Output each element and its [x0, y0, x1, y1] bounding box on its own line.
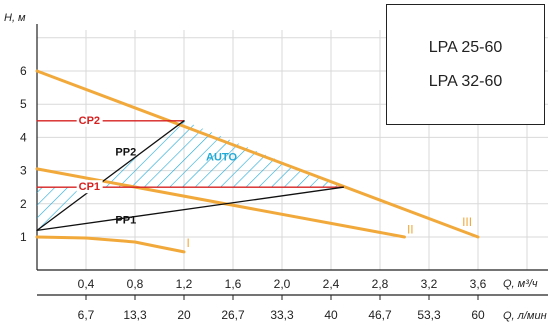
x-tick-label-secondary: 46,7: [368, 308, 392, 322]
y-axis-title: H, м: [4, 12, 26, 24]
series-label-pp2: PP2: [115, 146, 136, 158]
model-legend-box: LPA 25-60 LPA 32-60: [386, 4, 545, 125]
y-tick-label: 4: [20, 130, 27, 144]
x-tick-label: 2,4: [323, 277, 340, 291]
y-tick-label: 2: [20, 197, 27, 211]
series-line-i: [35, 235, 186, 254]
x-tick-label: 0,4: [78, 277, 95, 291]
x-tick-label-secondary: 33,3: [270, 308, 294, 322]
legend-model-1: LPA 25-60: [428, 38, 503, 56]
x-tick-label: 2,8: [372, 277, 389, 291]
y-tick-label: 5: [20, 97, 27, 111]
auto-region-label: AUTO: [206, 152, 237, 164]
x-tick-label-secondary: 53,3: [417, 308, 441, 322]
series-line-pp2: [36, 120, 185, 232]
series-label-cp1: CP1: [79, 181, 100, 193]
x-tick-label-secondary: 26,7: [221, 308, 245, 322]
series-label-ii: II: [407, 223, 414, 237]
y-tick-label: 3: [20, 164, 27, 178]
series-label-i: I: [186, 236, 189, 250]
x-tick-label-secondary: 40: [324, 308, 338, 322]
x-axis-title: Q, м³/ч: [503, 278, 538, 290]
x-tick-label-secondary: 60: [471, 308, 485, 322]
x-tick-label-secondary: 6,7: [78, 308, 95, 322]
x-tick-label: 3,2: [421, 277, 438, 291]
x-axis-secondary-title: Q, л/мин: [503, 310, 547, 322]
series-label-cp2: CP2: [79, 115, 100, 127]
x-tick-label-secondary: 13,3: [123, 308, 147, 322]
x-tick-label: 3,6: [470, 277, 487, 291]
series-label-iii: III: [462, 215, 472, 229]
series-line-iii: [35, 69, 480, 239]
series-label-pp1: PP1: [115, 215, 136, 227]
y-tick-label: 1: [20, 230, 27, 244]
legend-model-2: LPA 32-60: [428, 72, 503, 90]
x-tick-label: 1,6: [225, 277, 242, 291]
series-label-bg: [76, 113, 103, 127]
x-tick-label: 1,2: [176, 277, 193, 291]
y-tick-label: 6: [20, 64, 27, 78]
x-tick-label: 0,8: [127, 277, 144, 291]
series-label-bg: [76, 180, 103, 194]
x-tick-label-secondary: 20: [177, 308, 191, 322]
x-tick-label: 2,0: [274, 277, 291, 291]
auto-region-hatch: [37, 120, 344, 231]
series-line-pp1: [36, 186, 344, 232]
